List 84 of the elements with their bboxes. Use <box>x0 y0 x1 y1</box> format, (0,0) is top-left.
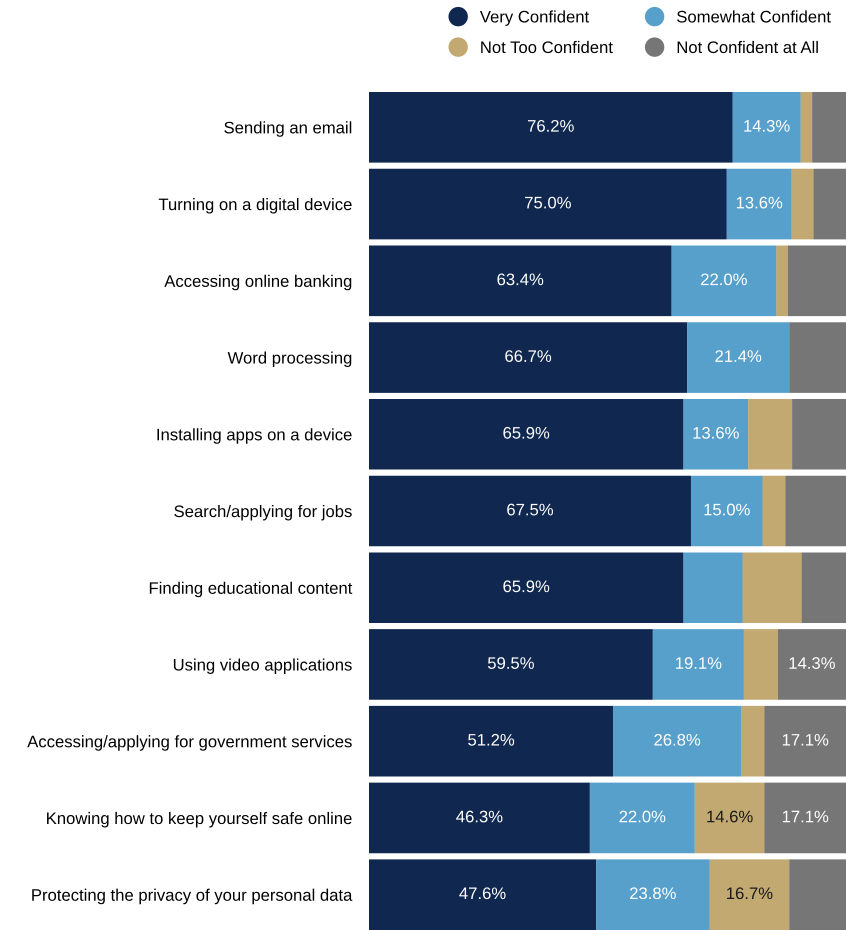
bar <box>814 168 846 240</box>
bar <box>687 322 790 393</box>
data-label: 66.7% <box>505 350 552 362</box>
bar <box>369 782 590 854</box>
bar <box>744 629 778 700</box>
bar <box>764 706 846 777</box>
data-label: 26.8% <box>654 734 700 746</box>
data-label: 14.3% <box>790 657 835 669</box>
bar <box>776 245 788 316</box>
data-label: 17.1% <box>782 734 828 746</box>
y-tick-label: Using video applications <box>174 658 352 674</box>
bar <box>369 398 684 470</box>
data-label: 19.1% <box>676 657 722 669</box>
data-label: 15.0% <box>704 504 750 516</box>
bar <box>792 398 846 470</box>
data-label: 17.1% <box>782 810 828 822</box>
bar <box>762 476 786 546</box>
data-label: 21.4% <box>715 350 762 362</box>
data-label: 46.3% <box>456 810 502 822</box>
bar <box>789 859 846 930</box>
data-label: 14.3% <box>744 120 790 132</box>
bar <box>748 398 792 470</box>
bar <box>369 476 691 546</box>
bar <box>792 168 814 240</box>
bar <box>742 552 802 624</box>
bar <box>812 92 846 163</box>
bar <box>369 706 614 777</box>
data-label: 47.6% <box>459 887 506 900</box>
data-label: 23.8% <box>630 887 676 900</box>
bar <box>800 92 812 163</box>
data-label: 75.0% <box>525 196 571 209</box>
bar <box>652 629 744 700</box>
data-label: 16.7% <box>727 887 772 900</box>
data-label: 14.6% <box>707 810 753 822</box>
data-label: 59.5% <box>488 657 534 669</box>
bar <box>369 552 684 624</box>
y-tick-label: Search/applying for jobs <box>174 504 352 520</box>
bar <box>369 322 688 393</box>
data-label: 13.6% <box>736 196 782 209</box>
data-label: 65.9% <box>503 580 550 592</box>
y-tick-label: Installing apps on a device <box>157 428 352 444</box>
legend-label: Not Confident at All <box>678 40 818 54</box>
bar <box>369 245 672 316</box>
bar <box>710 859 790 930</box>
y-tick-label: Accessing/applying for government services <box>27 735 352 751</box>
y-tick-label: Turning on a digital device <box>158 198 352 214</box>
bar <box>741 706 764 777</box>
bar <box>732 92 801 163</box>
bar <box>683 552 742 624</box>
legend-label: Not Too Confident <box>481 40 613 54</box>
bar <box>726 168 792 240</box>
bar <box>369 92 732 163</box>
y-tick-label: Knowing how to keep yourself safe online <box>47 812 352 828</box>
data-label: 22.0% <box>620 810 666 822</box>
y-tick-label: Protecting the privacy of your personal data <box>32 888 352 904</box>
bar <box>694 782 764 854</box>
bar <box>778 629 846 700</box>
data-label: 67.5% <box>507 504 554 516</box>
y-tick-label: Sending an email <box>224 121 352 137</box>
legend-label: Somewhat Confident <box>677 10 831 23</box>
legend-label: Very Confident <box>480 10 590 26</box>
data-label: 51.2% <box>468 734 514 746</box>
bar <box>690 476 763 546</box>
y-tick-label: Word processing <box>228 351 352 368</box>
data-label: 13.6% <box>693 426 739 439</box>
bar <box>369 859 596 930</box>
bar <box>590 782 695 854</box>
data-label: 65.9% <box>503 426 550 439</box>
data-label: 63.4% <box>497 273 544 286</box>
bar <box>596 859 710 930</box>
bar <box>802 552 846 624</box>
bar <box>369 629 653 700</box>
bar <box>671 245 776 316</box>
bar <box>789 322 846 393</box>
bar <box>683 398 748 470</box>
bar <box>764 782 846 854</box>
y-tick-label: Accessing online banking <box>164 274 352 290</box>
y-tick-label: Finding educational content <box>150 582 352 598</box>
bar <box>613 706 742 777</box>
bar <box>785 476 846 546</box>
data-label: 76.2% <box>528 120 574 132</box>
bar <box>369 168 727 240</box>
bar <box>788 245 846 316</box>
data-label: 22.0% <box>701 273 747 286</box>
